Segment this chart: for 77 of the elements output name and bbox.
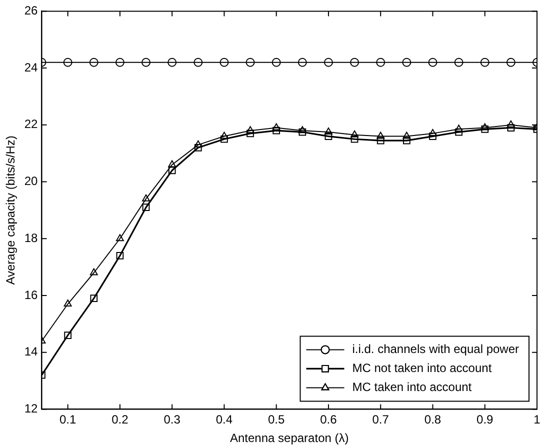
legend-label: MC taken into account bbox=[352, 380, 472, 394]
point bbox=[376, 58, 386, 67]
point bbox=[298, 58, 307, 67]
point bbox=[507, 124, 515, 132]
point bbox=[220, 132, 228, 139]
point bbox=[142, 204, 150, 212]
point bbox=[454, 58, 464, 67]
point bbox=[402, 136, 410, 144]
legend-label: MC not taken into account bbox=[352, 361, 492, 376]
point bbox=[168, 58, 177, 67]
point bbox=[142, 194, 150, 202]
point bbox=[89, 58, 98, 67]
point bbox=[246, 58, 255, 67]
point bbox=[90, 294, 98, 302]
point bbox=[246, 126, 254, 134]
y-tick-label: 18 bbox=[24, 230, 38, 245]
point bbox=[168, 160, 176, 168]
point bbox=[506, 58, 516, 67]
point bbox=[220, 58, 229, 67]
x-tick-label: 1 bbox=[534, 412, 541, 427]
y-tick-label: 16 bbox=[24, 288, 38, 302]
point bbox=[115, 58, 124, 67]
point bbox=[429, 132, 436, 140]
point bbox=[272, 126, 280, 134]
point bbox=[455, 128, 462, 136]
point bbox=[376, 136, 384, 144]
point bbox=[402, 132, 411, 139]
point bbox=[350, 130, 359, 138]
point bbox=[402, 58, 412, 67]
point bbox=[506, 120, 515, 128]
y-tick-label: 26 bbox=[24, 4, 38, 18]
point bbox=[246, 130, 254, 138]
x-tick-label: 0.2 bbox=[112, 412, 129, 427]
point bbox=[324, 132, 332, 140]
point bbox=[376, 132, 385, 139]
x-axis-title: Antenna separaton (λ) bbox=[230, 431, 349, 446]
point bbox=[324, 128, 332, 135]
point bbox=[272, 123, 280, 130]
point bbox=[142, 58, 151, 67]
point bbox=[64, 332, 72, 339]
point bbox=[194, 140, 202, 148]
point bbox=[350, 135, 358, 143]
legend-label: i.i.d. channels with equal power bbox=[352, 342, 520, 356]
y-tick-label: 14 bbox=[24, 344, 38, 359]
x-tick-label: 0.7 bbox=[372, 412, 390, 427]
point bbox=[324, 58, 333, 67]
point bbox=[298, 126, 306, 134]
point bbox=[428, 58, 438, 67]
point bbox=[350, 58, 360, 67]
point bbox=[116, 252, 124, 260]
point bbox=[220, 135, 228, 143]
point bbox=[298, 128, 306, 136]
y-tick-label: 24 bbox=[24, 60, 38, 74]
y-axis-title: Average capacity (bits/s/Hz) bbox=[4, 136, 18, 285]
point bbox=[194, 144, 202, 152]
point bbox=[116, 234, 124, 242]
point bbox=[168, 166, 176, 174]
x-tick-label: 0.4 bbox=[216, 412, 233, 427]
y-tick-label: 22 bbox=[24, 117, 38, 132]
x-tick-label: 0.9 bbox=[476, 412, 494, 427]
x-tick-label: 0.5 bbox=[268, 412, 286, 427]
point bbox=[64, 300, 72, 307]
point bbox=[481, 125, 489, 133]
x-tick-label: 0.6 bbox=[320, 412, 338, 427]
point bbox=[454, 124, 463, 132]
point bbox=[63, 58, 72, 67]
x-tick-label: 0.3 bbox=[164, 412, 181, 427]
y-tick-label: 20 bbox=[24, 174, 38, 188]
point bbox=[428, 128, 437, 136]
point bbox=[480, 123, 489, 130]
x-tick-label: 0.1 bbox=[59, 412, 76, 427]
point bbox=[480, 58, 490, 67]
x-tick-label: 0.8 bbox=[424, 412, 442, 427]
y-tick-label: 12 bbox=[24, 402, 38, 416]
point bbox=[194, 58, 203, 67]
point bbox=[272, 58, 281, 67]
point bbox=[90, 268, 98, 276]
